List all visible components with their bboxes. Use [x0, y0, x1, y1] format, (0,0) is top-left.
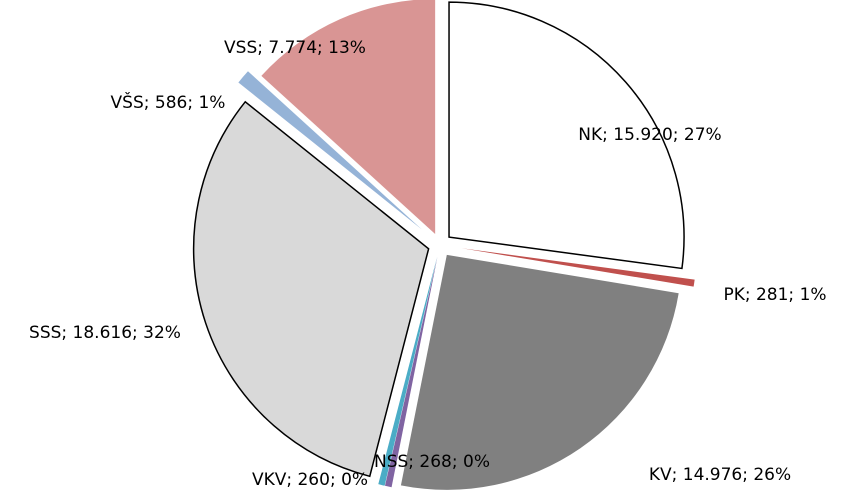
data-label: VKV; 260; 0% — [252, 470, 368, 490]
pie-slice — [261, 0, 436, 235]
pie-slice — [238, 71, 422, 230]
data-label: PK; 281; 1% — [723, 285, 826, 305]
data-label: KV; 14.976; 26% — [649, 465, 791, 485]
pie-slice — [448, 1, 685, 270]
data-label: NK; 15.920; 27% — [578, 125, 721, 145]
pie-slice — [461, 248, 695, 287]
data-label: VSS; 7.774; 13% — [224, 38, 366, 58]
pie-slice — [192, 100, 430, 478]
data-label: NSS; 268; 0% — [374, 452, 490, 472]
data-label: SSS; 18.616; 32% — [29, 323, 181, 343]
pie-slice — [400, 254, 679, 490]
data-label: VŠS; 586; 1% — [111, 91, 226, 113]
pie-slice — [378, 256, 438, 486]
pie-slice — [384, 256, 438, 488]
